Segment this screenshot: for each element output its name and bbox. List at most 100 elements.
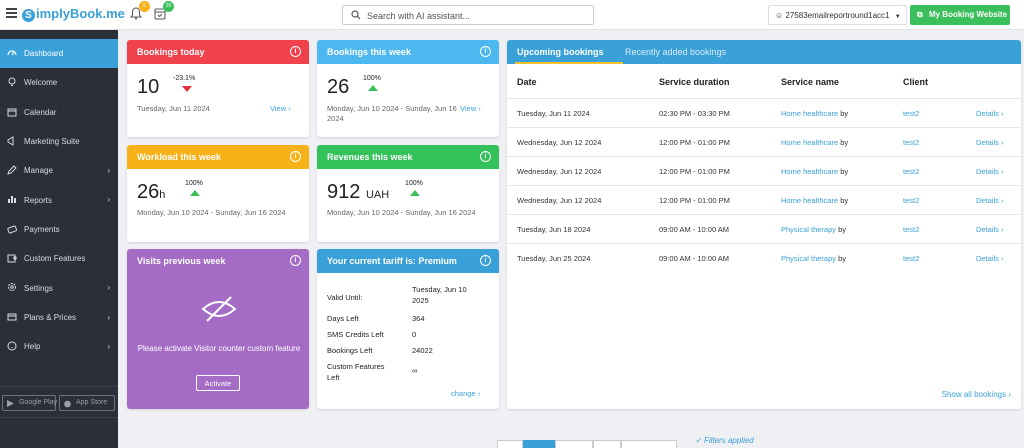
sidebar-item-dashboard[interactable]: Dashboard	[0, 39, 118, 69]
column-header-duration[interactable]: Service duration	[659, 77, 730, 87]
table-row[interactable]: Tuesday, Jun 25 2024 09:00 AM - 10:00 AM…	[507, 243, 1021, 272]
card-header: Your current tariff is: Premium i	[317, 249, 499, 273]
account-dropdown[interactable]: ☺ 27583emailreportround1acc1 ▼	[768, 5, 907, 25]
revenues-week-card: Revenues this week i 912 UAH 100% Monday…	[317, 145, 499, 242]
sidebar-item-settings[interactable]: Settings ›	[0, 273, 118, 302]
google-play-badge[interactable]: Google Play	[2, 395, 57, 411]
column-header-client[interactable]: Client	[903, 77, 929, 87]
tariff-value: ∞	[412, 366, 418, 375]
service-link[interactable]: Home healthcare	[781, 196, 839, 205]
client-link[interactable]: test2	[903, 225, 920, 234]
sidebar-item-calendar[interactable]: Calendar	[0, 98, 118, 127]
booking-date: Wednesday, Jun 12 2024	[517, 167, 602, 176]
booking-duration: 02:30 PM - 03:30 PM	[659, 109, 730, 118]
trend-up-icon	[368, 85, 378, 91]
sidebar-item-welcome[interactable]: Welcome	[0, 68, 118, 97]
info-icon[interactable]: i	[290, 255, 301, 266]
search-input[interactable]: Search with AI assistant...	[342, 5, 594, 25]
client-link[interactable]: test2	[903, 196, 920, 205]
activate-button[interactable]: Activate	[196, 375, 240, 391]
details-link[interactable]: Details ›	[976, 254, 1004, 263]
tasks-badge: 20	[163, 1, 174, 12]
client-link[interactable]: test2	[903, 138, 920, 147]
search-placeholder: Search with AI assistant...	[367, 11, 471, 21]
change-percent: 100%	[363, 75, 381, 82]
client-link[interactable]: test2	[903, 254, 920, 263]
column-header-service[interactable]: Service name	[781, 77, 840, 87]
period-segment[interactable]	[593, 440, 621, 448]
menu-icon[interactable]	[6, 8, 17, 18]
column-header-date[interactable]: Date	[517, 77, 537, 87]
sidebar-item-payments[interactable]: Payments	[0, 215, 118, 244]
details-label: Details	[976, 167, 999, 176]
filters-applied[interactable]: ✓ Filters applied	[695, 436, 754, 445]
sidebar-item-help[interactable]: Help ›	[0, 332, 118, 361]
card-title: Visits previous week	[137, 256, 226, 266]
client-link[interactable]: test2	[903, 167, 920, 176]
sidebar-item-label: Settings	[24, 283, 53, 293]
service-link[interactable]: Home healthcare	[781, 138, 839, 147]
table-row[interactable]: Wednesday, Jun 12 2024 12:00 PM - 01:00 …	[507, 156, 1021, 185]
details-label: Details	[976, 196, 999, 205]
table-row[interactable]: Tuesday, Jun 18 2024 09:00 AM - 10:00 AM…	[507, 214, 1021, 243]
details-label: Details	[976, 225, 999, 234]
sidebar-item-label: Custom Features	[24, 254, 86, 264]
details-link[interactable]: Details ›	[976, 225, 1004, 234]
tariff-value: 364	[412, 314, 425, 323]
tasks-calendar-icon[interactable]: 20	[154, 1, 174, 21]
wallet-icon	[7, 313, 17, 321]
show-all-bookings-link[interactable]: Show all bookings ›	[941, 390, 1011, 399]
notifications-bell-icon[interactable]: 5	[130, 1, 150, 21]
booking-site-label: My Booking Website	[928, 10, 1008, 19]
sidebar-item-marketing-suite[interactable]: Marketing Suite	[0, 127, 118, 156]
info-icon[interactable]: i	[480, 46, 491, 57]
sidebar-item-custom-features[interactable]: Custom Features	[0, 244, 118, 273]
filters-label: Filters applied	[703, 436, 754, 445]
info-icon[interactable]: i	[480, 151, 491, 162]
sidebar-item-reports[interactable]: Reports ›	[0, 185, 118, 214]
period-segment[interactable]	[555, 440, 593, 448]
client-link[interactable]: test2	[903, 109, 920, 118]
info-icon[interactable]: i	[290, 151, 301, 162]
service-link[interactable]: Physical therapy	[781, 225, 837, 234]
trend-up-icon	[410, 190, 420, 196]
details-link[interactable]: Details ›	[976, 196, 1004, 205]
card-header: Revenues this week i	[317, 145, 499, 169]
my-booking-website-button[interactable]: ⧉ My Booking Website	[910, 5, 1010, 25]
booking-date: Wednesday, Jun 12 2024	[517, 138, 602, 147]
app-store-badge[interactable]: App Store	[59, 395, 115, 411]
bookings-tabs: Upcoming bookings Recently added booking…	[507, 40, 1021, 64]
period-segment-active[interactable]	[523, 440, 555, 448]
workload-week-card: Workload this week i 26h 100% Monday, Ju…	[127, 145, 309, 242]
tab-recently-added-bookings[interactable]: Recently added bookings	[625, 47, 727, 57]
details-link[interactable]: Details ›	[976, 167, 1004, 176]
service-link[interactable]: Home healthcare	[781, 167, 839, 176]
info-icon[interactable]: i	[480, 255, 491, 266]
info-icon[interactable]: i	[290, 46, 301, 57]
play-icon	[7, 400, 14, 407]
table-row[interactable]: Wednesday, Jun 12 2024 12:00 PM - 01:00 …	[507, 127, 1021, 156]
view-link[interactable]: View ›	[270, 104, 291, 113]
store-label: App Store	[76, 399, 108, 406]
bookings-today-value: 10	[137, 76, 160, 98]
card-date: Monday, Jun 10 2024 - Sunday, Jun 16 202…	[137, 208, 286, 217]
period-segment[interactable]	[621, 440, 677, 448]
details-link[interactable]: Details ›	[976, 109, 1004, 118]
details-link[interactable]: Details ›	[976, 138, 1004, 147]
service-link[interactable]: Physical therapy	[781, 254, 837, 263]
chevron-right-icon: ›	[107, 312, 110, 322]
tab-upcoming-bookings[interactable]: Upcoming bookings	[517, 47, 604, 57]
by-text: by	[838, 254, 847, 263]
table-row[interactable]: Tuesday, Jun 11 2024 02:30 PM - 03:30 PM…	[507, 98, 1021, 127]
view-link[interactable]: View ›	[460, 104, 481, 113]
change-percent: 100%	[185, 180, 203, 187]
sidebar-item-manage[interactable]: Manage ›	[0, 156, 118, 185]
sidebar-item-plans-prices[interactable]: Plans & Prices ›	[0, 303, 118, 332]
service-link[interactable]: Home healthcare	[781, 109, 839, 118]
change-tariff-link[interactable]: change ›	[451, 389, 481, 398]
period-segment[interactable]	[497, 440, 523, 448]
workload-unit: h	[159, 189, 166, 201]
table-row[interactable]: Wednesday, Jun 12 2024 12:00 PM - 01:00 …	[507, 185, 1021, 214]
